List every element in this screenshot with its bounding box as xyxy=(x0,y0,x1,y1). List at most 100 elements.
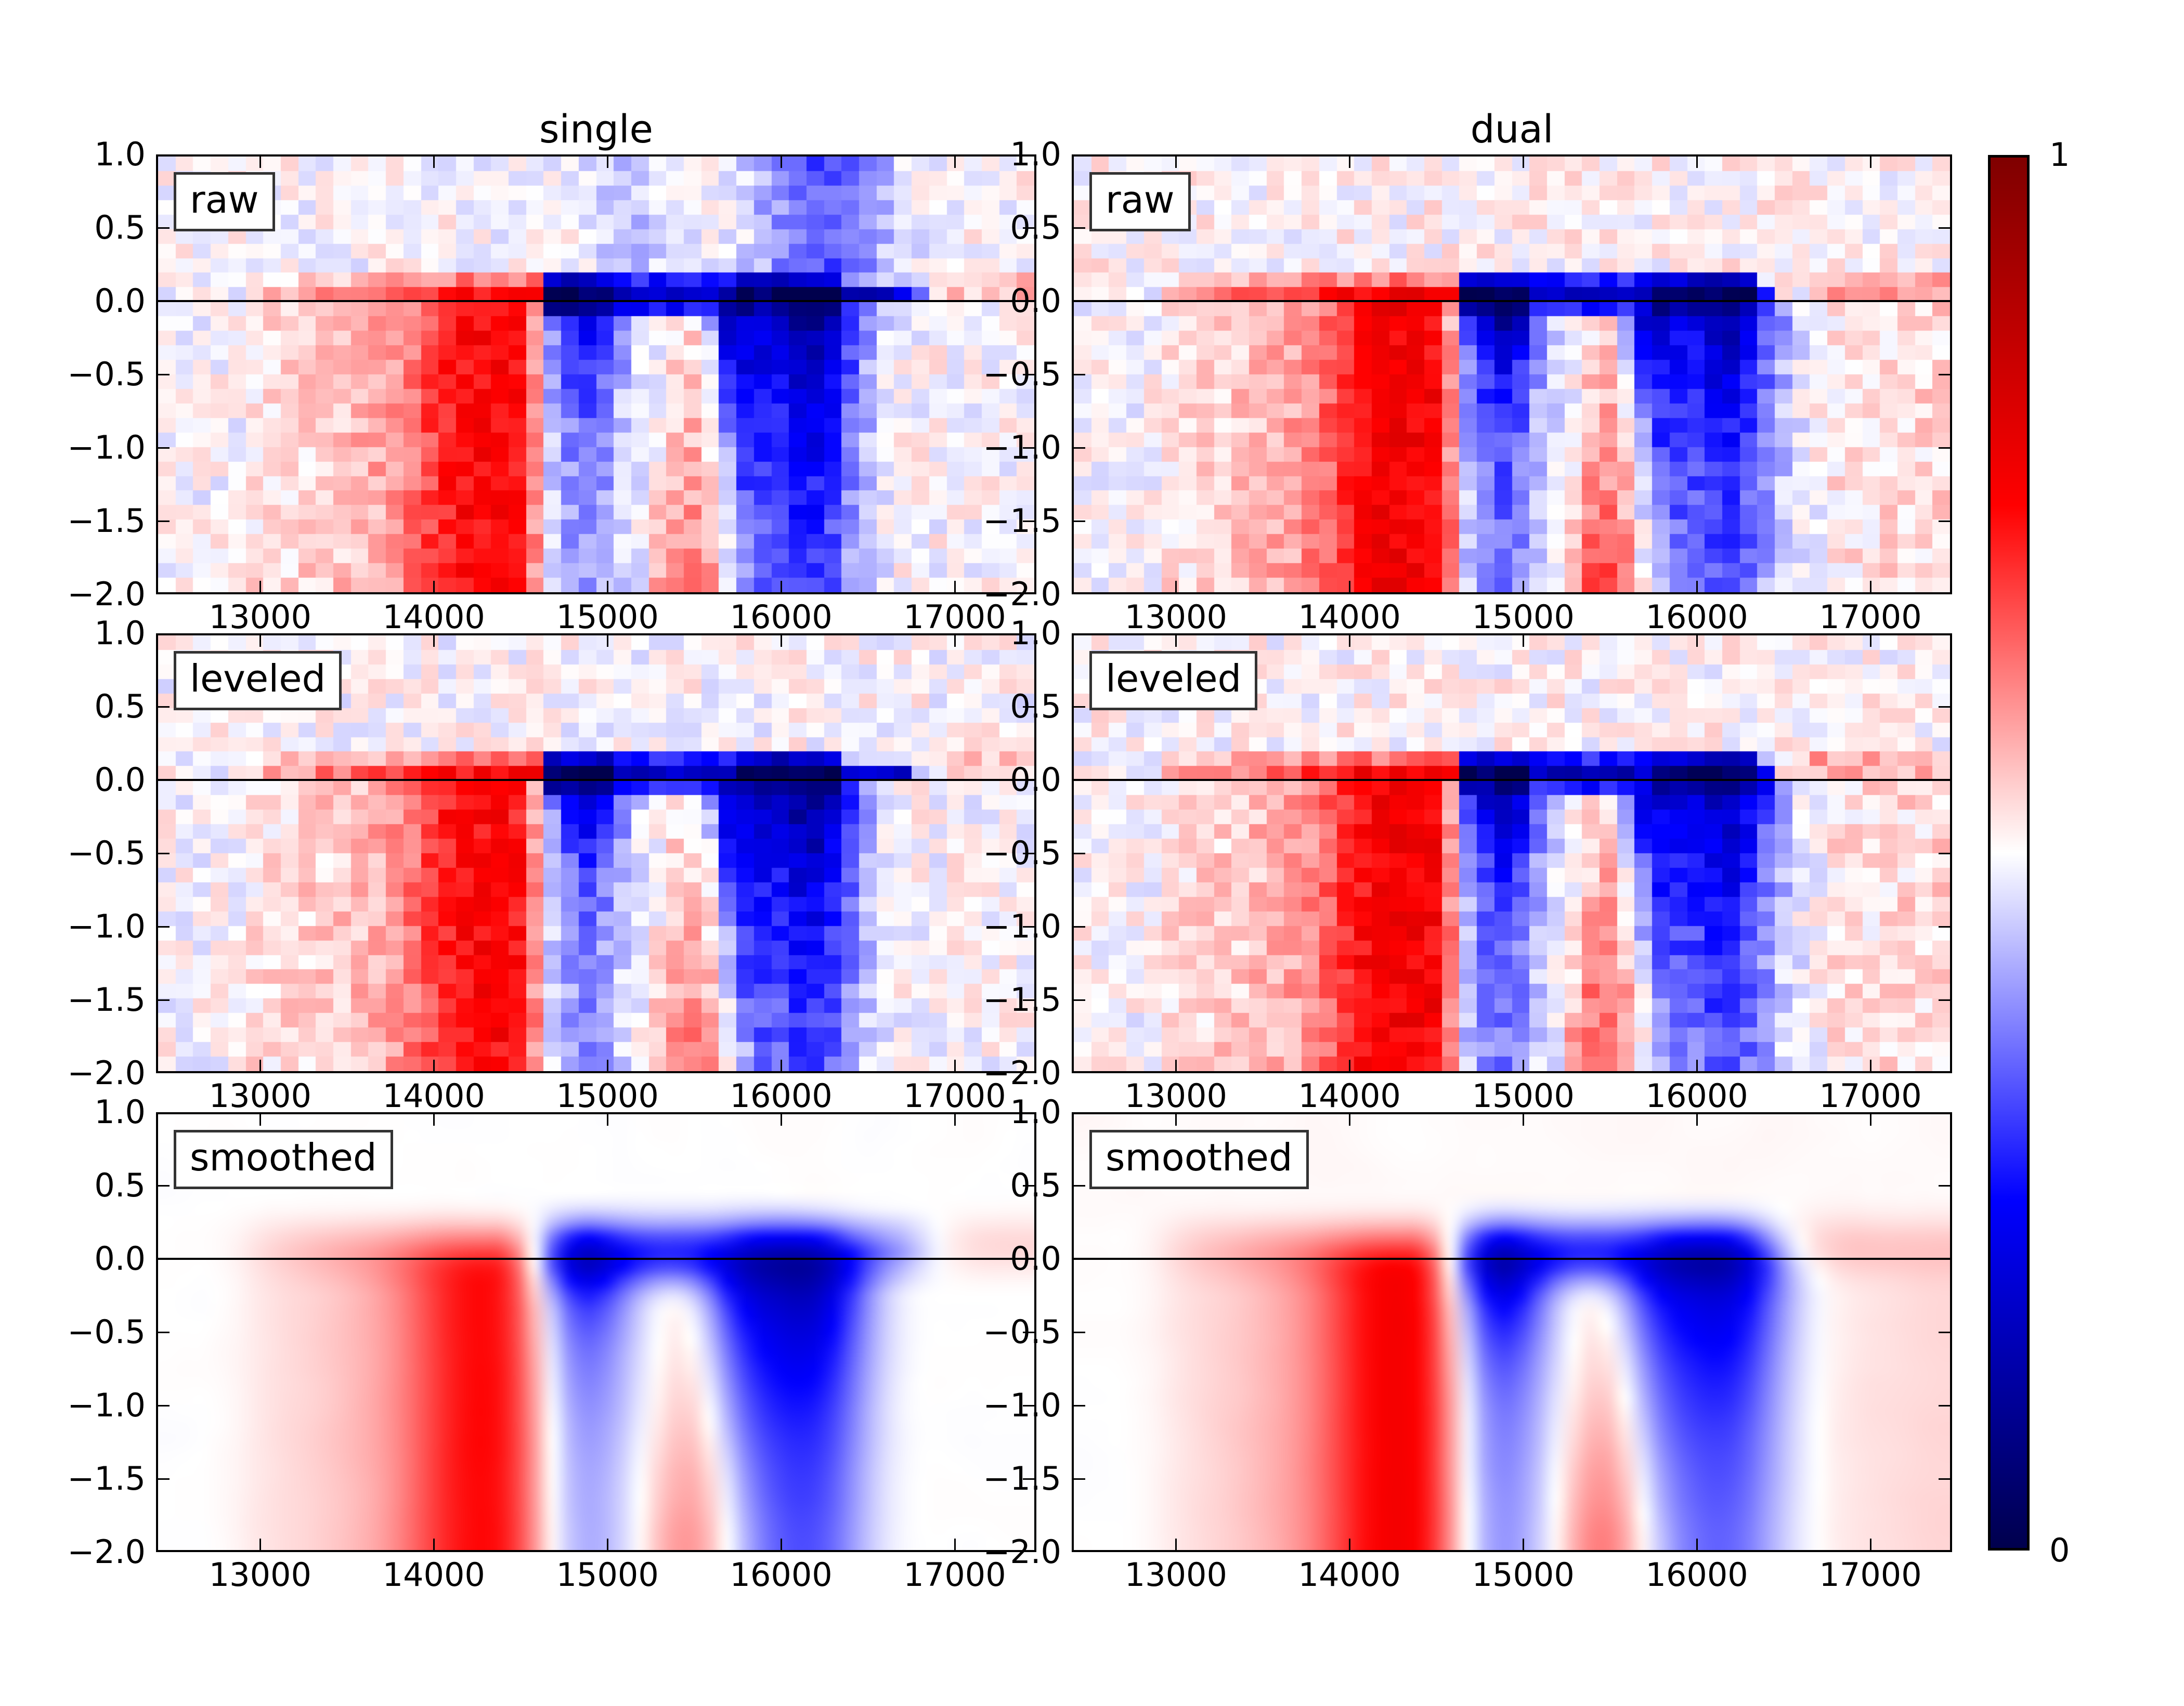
x-tick-label: 16000 xyxy=(1645,598,1748,636)
y-tick-label: 1.0 xyxy=(94,1093,146,1131)
y-tick-label: −1.0 xyxy=(983,907,1061,945)
x-tick-mark xyxy=(1175,1060,1177,1071)
x-tick-mark xyxy=(781,157,783,168)
y-tick-mark xyxy=(1023,1405,1034,1407)
x-tick-label: 14000 xyxy=(1298,598,1401,636)
x-tick-mark xyxy=(954,1539,956,1550)
y-tick-label: 0.0 xyxy=(94,761,146,799)
x-tick-mark xyxy=(1523,1060,1525,1071)
x-tick-mark xyxy=(781,1060,783,1071)
x-tick-mark xyxy=(433,581,435,592)
y-tick-label: −1.0 xyxy=(983,428,1061,466)
colorbar-max-label: 1 xyxy=(2049,136,2070,174)
y-tick-mark xyxy=(158,1185,170,1187)
y-tick-label: −1.5 xyxy=(983,502,1061,540)
y-tick-mark xyxy=(158,1332,170,1333)
x-tick-label: 13000 xyxy=(209,1556,311,1594)
panel-dual-smoothed: smoothed xyxy=(1072,1112,1952,1552)
x-tick-label: 14000 xyxy=(1298,1077,1401,1115)
y-tick-mark xyxy=(1939,447,1950,449)
x-tick-mark xyxy=(1175,1114,1177,1126)
x-tick-mark xyxy=(1696,1060,1698,1071)
x-tick-mark xyxy=(954,157,956,168)
y-tick-mark xyxy=(1939,1185,1950,1187)
x-tick-mark xyxy=(1175,581,1177,592)
y-tick-mark xyxy=(1939,374,1950,375)
y-tick-mark xyxy=(158,447,170,449)
y-tick-label: −0.5 xyxy=(67,1313,146,1351)
y-tick-label: 0.5 xyxy=(1010,687,1061,725)
y-tick-label: −1.0 xyxy=(67,428,146,466)
column-title-dual: dual xyxy=(1470,107,1554,152)
x-tick-label: 13000 xyxy=(1124,1077,1227,1115)
y-tick-mark xyxy=(1939,999,1950,1001)
x-tick-mark xyxy=(1870,581,1872,592)
y-tick-label: −0.5 xyxy=(67,355,146,393)
x-tick-label: 13000 xyxy=(209,598,311,636)
x-tick-mark xyxy=(1696,581,1698,592)
panel-tag-leveled: leveled xyxy=(174,651,342,710)
y-tick-label: −0.5 xyxy=(983,355,1061,393)
y-tick-label: −1.0 xyxy=(67,907,146,945)
x-tick-mark xyxy=(954,1060,956,1071)
x-tick-mark xyxy=(607,157,609,168)
x-tick-mark xyxy=(1523,157,1525,168)
x-tick-mark xyxy=(781,1114,783,1126)
y-tick-mark xyxy=(1023,1478,1034,1480)
y-tick-label: 1.0 xyxy=(1010,1093,1061,1131)
x-tick-mark xyxy=(607,1114,609,1126)
x-tick-label: 15000 xyxy=(556,1556,659,1594)
y-tick-mark xyxy=(1023,1185,1034,1187)
panel-single-raw: raw xyxy=(156,154,1036,594)
y-tick-label: −0.5 xyxy=(983,834,1061,872)
y-tick-label: −0.5 xyxy=(983,1313,1061,1351)
x-tick-mark xyxy=(1870,635,1872,647)
x-tick-label: 17000 xyxy=(903,1077,1006,1115)
y-tick-mark xyxy=(158,1258,170,1260)
y-tick-mark xyxy=(1074,520,1085,522)
y-tick-mark xyxy=(1074,1332,1085,1333)
colorbar-min-label: 0 xyxy=(2049,1531,2070,1569)
x-tick-mark xyxy=(1349,581,1351,592)
y-tick-label: −2.0 xyxy=(983,575,1061,613)
y-tick-label: −2.0 xyxy=(67,575,146,613)
x-tick-mark xyxy=(1175,1539,1177,1550)
x-tick-mark xyxy=(433,1539,435,1550)
y-tick-mark xyxy=(158,520,170,522)
y-tick-mark xyxy=(1939,706,1950,708)
x-tick-mark xyxy=(1349,1539,1351,1550)
y-tick-mark xyxy=(1023,447,1034,449)
x-tick-mark xyxy=(1523,1114,1525,1126)
x-tick-mark xyxy=(954,581,956,592)
x-tick-mark xyxy=(259,1060,262,1071)
y-tick-mark xyxy=(158,926,170,928)
x-tick-label: 17000 xyxy=(1819,1556,1922,1594)
x-tick-mark xyxy=(1523,581,1525,592)
x-tick-label: 15000 xyxy=(1472,1077,1575,1115)
x-tick-label: 17000 xyxy=(903,1556,1006,1594)
y-tick-label: 0.0 xyxy=(94,282,146,320)
x-tick-label: 16000 xyxy=(730,1077,833,1115)
y-tick-label: −1.5 xyxy=(983,1460,1061,1497)
y-tick-mark xyxy=(1074,853,1085,854)
y-tick-label: −2.0 xyxy=(67,1054,146,1092)
y-tick-mark xyxy=(1023,1332,1034,1333)
y-tick-mark xyxy=(1074,374,1085,375)
x-tick-mark xyxy=(607,581,609,592)
x-tick-mark xyxy=(259,635,262,647)
x-tick-label: 16000 xyxy=(1645,1556,1748,1594)
y-tick-label: −1.5 xyxy=(67,502,146,540)
y-tick-mark xyxy=(1023,706,1034,708)
y-tick-label: −1.5 xyxy=(983,981,1061,1019)
y-tick-mark xyxy=(1023,1258,1034,1260)
y-tick-mark xyxy=(1939,1258,1950,1260)
x-tick-mark xyxy=(607,635,609,647)
y-tick-mark xyxy=(1023,853,1034,854)
x-tick-mark xyxy=(954,635,956,647)
y-tick-mark xyxy=(158,706,170,708)
y-tick-mark xyxy=(158,1405,170,1407)
y-tick-label: −2.0 xyxy=(67,1533,146,1571)
x-tick-label: 17000 xyxy=(1819,1077,1922,1115)
x-tick-mark xyxy=(259,1539,262,1550)
